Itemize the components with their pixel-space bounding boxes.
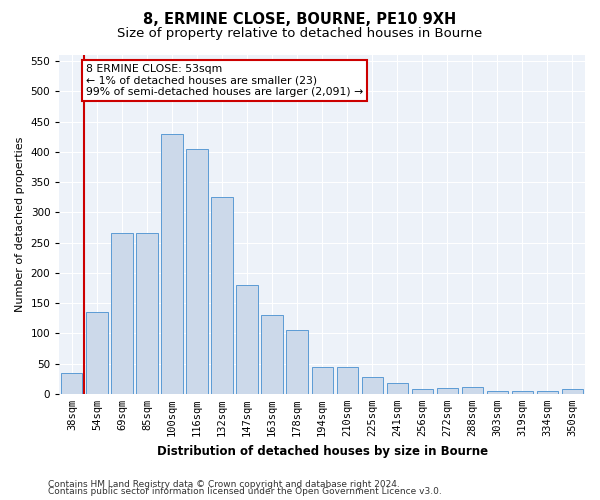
Bar: [362, 377, 383, 394]
Bar: [512, 391, 533, 394]
X-axis label: Distribution of detached houses by size in Bourne: Distribution of detached houses by size …: [157, 444, 488, 458]
Bar: [462, 386, 483, 394]
Text: 8, ERMINE CLOSE, BOURNE, PE10 9XH: 8, ERMINE CLOSE, BOURNE, PE10 9XH: [143, 12, 457, 28]
Bar: [211, 197, 233, 394]
Text: 8 ERMINE CLOSE: 53sqm
← 1% of detached houses are smaller (23)
99% of semi-detac: 8 ERMINE CLOSE: 53sqm ← 1% of detached h…: [86, 64, 363, 98]
Bar: [187, 149, 208, 394]
Bar: [262, 315, 283, 394]
Bar: [286, 330, 308, 394]
Bar: [136, 234, 158, 394]
Bar: [86, 312, 107, 394]
Text: Contains public sector information licensed under the Open Government Licence v3: Contains public sector information licen…: [48, 487, 442, 496]
Bar: [337, 366, 358, 394]
Bar: [412, 389, 433, 394]
Bar: [161, 134, 182, 394]
Bar: [437, 388, 458, 394]
Bar: [311, 366, 333, 394]
Text: Size of property relative to detached houses in Bourne: Size of property relative to detached ho…: [118, 28, 482, 40]
Bar: [236, 285, 258, 394]
Bar: [386, 383, 408, 394]
Text: Contains HM Land Registry data © Crown copyright and database right 2024.: Contains HM Land Registry data © Crown c…: [48, 480, 400, 489]
Bar: [61, 372, 82, 394]
Bar: [111, 234, 133, 394]
Bar: [562, 389, 583, 394]
Bar: [537, 391, 558, 394]
Bar: [487, 391, 508, 394]
Y-axis label: Number of detached properties: Number of detached properties: [15, 136, 25, 312]
